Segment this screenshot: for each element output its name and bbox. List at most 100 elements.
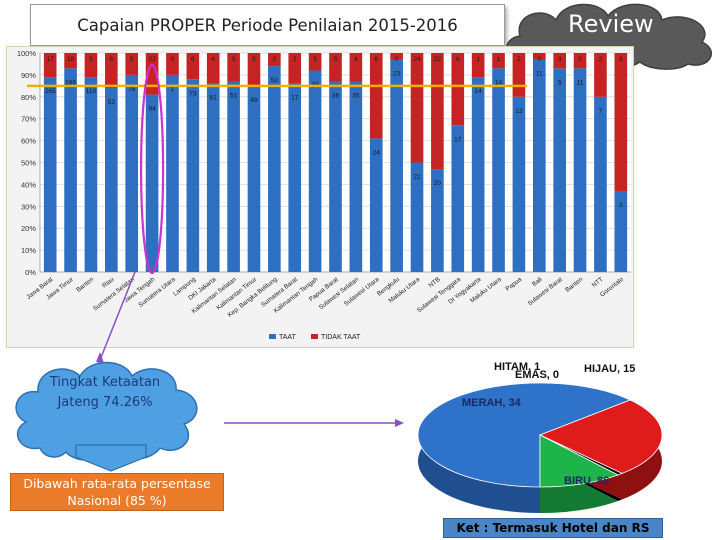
pie-slice-hijau (539, 434, 619, 488)
pie-label-biru: BIRU, 86 (564, 475, 609, 487)
bar-data-label: 0 (395, 56, 399, 63)
bar-tidak-taat (84, 53, 98, 78)
bar-tidak-taat (206, 53, 220, 84)
bar-taat (553, 68, 566, 272)
bar-data-label: 17 (47, 56, 55, 63)
y-tick-label: 90% (21, 71, 36, 80)
bar-taat (369, 138, 383, 272)
bar-tidak-taat (451, 53, 465, 126)
bar-tidak-taat (166, 53, 179, 75)
bar-tidak-taat (145, 53, 159, 95)
bar-data-label: 51 (230, 92, 238, 99)
pie-label-emas: EMAS, 0 (515, 369, 559, 381)
bar-data-label: 24 (413, 56, 421, 63)
bar-taat (451, 125, 465, 273)
bar-taat (227, 81, 240, 272)
bar-data-label: 22 (434, 56, 442, 63)
bar-data-label: 5 (130, 56, 134, 63)
bar-taat (431, 169, 444, 272)
chart-title: Capaian PROPER Periode Penilaian 2015-20… (77, 15, 458, 35)
bar-data-label: 35 (352, 92, 360, 99)
bar-data-label: 3 (558, 56, 562, 63)
bar-data-label: 14 (495, 79, 503, 86)
bar-tidak-taat (125, 53, 139, 75)
bar-taat (512, 96, 526, 272)
x-tick-label: Gorontalo (599, 276, 625, 299)
bar-data-label: 22 (148, 56, 156, 63)
note-box: Ket : Termasuk Hotel dan RS (443, 518, 663, 538)
bar-data-label: 73 (189, 90, 197, 97)
review-label: Review (568, 10, 654, 38)
bar-data-label: 5 (313, 56, 317, 63)
x-tick-label: Banten (75, 276, 95, 294)
bar-tidak-taat (614, 53, 628, 191)
bar-data-label: 5 (252, 56, 256, 63)
bar-taat (594, 96, 607, 272)
pie-slice-biru (417, 382, 632, 488)
bar-taat (145, 94, 159, 272)
bar-tidak-taat (268, 53, 281, 67)
bar-data-label: 2 (517, 56, 521, 63)
bar-data-label: 36 (332, 92, 340, 99)
note-text: Ket : Termasuk Hotel dan RS (456, 521, 650, 535)
chart-title-box: Capaian PROPER Periode Penilaian 2015-20… (30, 4, 505, 46)
stacked-bar-chart: 0%10%20%30%40%50%60%70%80%90%100%26517Ja… (17, 49, 631, 341)
bar-tidak-taat (186, 53, 200, 80)
bar-taat (43, 77, 57, 272)
bar-data-label: 2 (293, 56, 297, 63)
bar-taat (410, 162, 424, 272)
bar-data-label: 7 (599, 108, 603, 115)
bar-chart-panel: 0% 10% 20% 30% 40% 50% 60% 70% 80% 90% 100% 265 17 Ja… (6, 46, 634, 348)
bar-taat (268, 66, 281, 272)
bar-data-label: 110 (86, 88, 97, 95)
bar-data-label: 24 (373, 149, 381, 156)
bar-data-label: 52 (271, 77, 279, 84)
bar-data-label: 14 (475, 88, 483, 95)
bar-taat (288, 83, 302, 272)
bar-tidak-taat (410, 53, 424, 163)
bar-tidak-taat (573, 53, 587, 69)
bar-data-label: 3 (619, 202, 623, 209)
bar-data-label: 5 (334, 56, 338, 63)
bar-data-label: 17 (291, 95, 299, 102)
legend-swatch-tidak-taat (311, 334, 318, 339)
below-average-text: Dibawah rata-rata persentase Nasional (8… (23, 476, 211, 508)
y-tick-label: 10% (21, 246, 36, 255)
y-tick-label: 50% (21, 159, 36, 168)
bar-data-label: 6 (191, 56, 195, 63)
bar-taat (349, 81, 363, 272)
x-tick-label: Bali (531, 276, 544, 288)
pie-slice-merah (538, 399, 663, 474)
x-tick-label: NTB (427, 276, 441, 289)
bar-data-label: 94 (148, 106, 156, 113)
bar-tidak-taat (43, 53, 57, 78)
bar-tidak-taat (308, 53, 322, 71)
bar-tidak-taat (105, 53, 118, 89)
bar-data-label: 76 (128, 86, 136, 93)
y-tick-label: 80% (21, 93, 36, 102)
bar-data-label: 5 (558, 79, 562, 86)
bar-taat (471, 77, 485, 272)
bar-data-label: 49 (250, 97, 258, 104)
y-tick-label: 70% (21, 115, 36, 124)
legend-label-taat: TAAT (279, 334, 297, 341)
y-tick-label: 40% (21, 180, 36, 189)
bar-tidak-taat (471, 53, 485, 78)
bar-data-label: 61 (210, 95, 218, 102)
bar-tidak-taat (64, 53, 77, 69)
pie-label-hitam: HITAM, 1 (494, 361, 540, 373)
bar-data-label: 1 (171, 86, 175, 93)
bar-taat (492, 68, 505, 272)
pie-chart: HITAM, 1 EMAS, 0 HIJAU, 15 MERAH, 34 BIR… (417, 361, 663, 513)
bar-taat (532, 59, 546, 272)
bar-taat (105, 88, 118, 272)
bar-data-label: 13 (515, 108, 523, 115)
highlight-oval (139, 63, 165, 275)
bar-tidak-taat (349, 53, 363, 82)
legend-swatch-taat (269, 334, 276, 339)
bar-tidak-taat (431, 53, 444, 170)
bar-taat (573, 68, 587, 272)
bar-data-label: 166 (65, 79, 76, 86)
bar-data-label: 6 (110, 56, 114, 63)
bar-tidak-taat (594, 53, 607, 97)
